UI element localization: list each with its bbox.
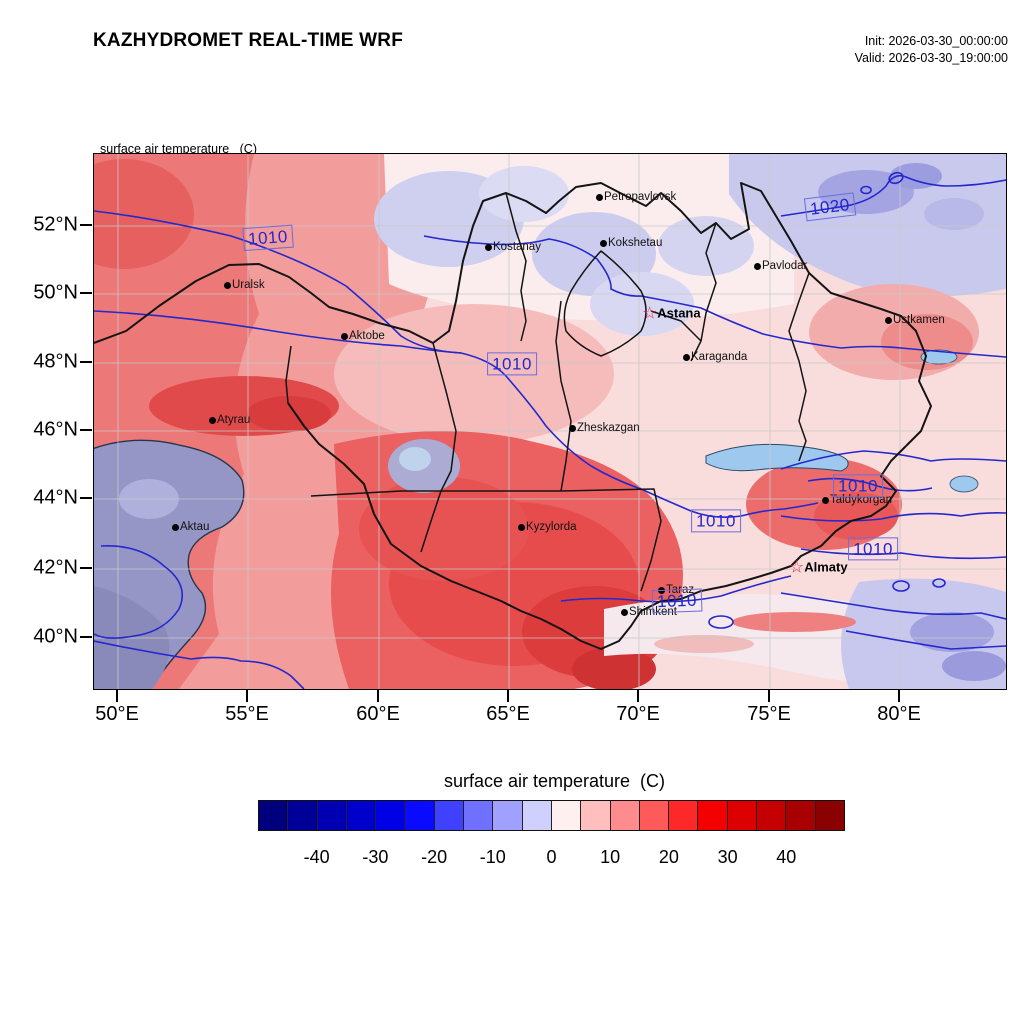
- lat-tick-label: 44°N: [33, 486, 78, 509]
- lon-tick-label: 70°E: [616, 703, 660, 725]
- water-bodies: [94, 349, 979, 689]
- lon-tick-mark: [246, 690, 248, 702]
- lat-tick-mark: [80, 292, 92, 294]
- lon-tick-mark: [377, 690, 379, 702]
- colorbar-tick-label: 40: [776, 847, 797, 867]
- lon-tick-mark: [898, 690, 900, 702]
- colorbar-tick-label: -10: [479, 847, 506, 867]
- lat-tick-mark: [80, 361, 92, 363]
- lat-tick-label: 48°N: [33, 350, 78, 373]
- lon-tick-label: 55°E: [225, 703, 269, 725]
- lat-tick-mark: [80, 567, 92, 569]
- lat-tick-label: 42°N: [33, 556, 78, 579]
- lake-balkhash: [705, 443, 849, 472]
- lon-tick-mark: [768, 690, 770, 702]
- country-border-north: [94, 182, 932, 447]
- run-timestamps: Init: 2026-03-30_00:00:00 Valid: 2026-03…: [855, 33, 1008, 67]
- lat-tick-mark: [80, 497, 92, 499]
- lake-alakol: [949, 475, 979, 493]
- lat-tick-mark: [80, 224, 92, 226]
- colorbar-cell: [610, 801, 640, 830]
- graticule: [94, 154, 1006, 689]
- lat-tick-label: 52°N: [33, 213, 78, 236]
- colorbar-cell: [317, 801, 347, 830]
- lon-tick-label: 50°E: [95, 703, 139, 725]
- colorbar-cell: [669, 801, 699, 830]
- colorbar-cell: [346, 801, 377, 830]
- colorbar-tick-label: 30: [717, 847, 738, 867]
- colorbar-cell: [288, 801, 318, 830]
- map-canvas: [93, 153, 1007, 690]
- colorbar-tick-label: -40: [303, 847, 330, 867]
- colorbar-cell: [727, 801, 758, 830]
- colorbar-cell: [522, 801, 552, 830]
- lat-tick-mark: [80, 636, 92, 638]
- temperature-field-label: surface air temperature (C): [100, 142, 257, 156]
- colorbar-tick-label: 0: [546, 847, 557, 867]
- colorbar-title: surface air temperature (C): [443, 771, 666, 791]
- lon-tick-label: 65°E: [486, 703, 530, 725]
- colorbar-cell: [639, 801, 670, 830]
- admin-borders: [94, 182, 932, 650]
- lon-tick-label: 75°E: [747, 703, 791, 725]
- colorbar-tick-label: -30: [362, 847, 389, 867]
- lon-tick-mark: [116, 690, 118, 702]
- lon-tick-label: 80°E: [877, 703, 921, 725]
- colorbar-tick-label: 20: [658, 847, 679, 867]
- valid-timestamp: Valid: 2026-03-30_19:00:00: [854, 50, 1008, 65]
- colorbar-cell: [434, 801, 465, 830]
- temperature-field: [94, 154, 1006, 689]
- temperature-pressure-map: [94, 154, 1006, 689]
- colorbar-cell: [757, 801, 787, 830]
- colorbar-cell: [405, 801, 435, 830]
- lake-zaysan: [920, 349, 958, 365]
- init-timestamp: Init: 2026-03-30_00:00:00: [864, 34, 1008, 48]
- page-title: KAZHYDROMET REAL-TIME WRF: [93, 30, 404, 51]
- country-border-south: [287, 402, 907, 650]
- lat-tick-mark: [80, 429, 92, 431]
- lat-tick-label: 46°N: [33, 418, 78, 441]
- colorbar-cell: [493, 801, 523, 830]
- colorbar: [258, 800, 845, 831]
- colorbar-cell: [464, 801, 494, 830]
- colorbar-cell: [815, 801, 844, 830]
- lon-tick-mark: [507, 690, 509, 702]
- lon-tick-label: 60°E: [356, 703, 400, 725]
- colorbar-tick-label: 10: [600, 847, 621, 867]
- colorbar-cell: [551, 801, 582, 830]
- lon-tick-mark: [637, 690, 639, 702]
- colorbar-cell: [259, 801, 289, 830]
- colorbar-tick-label: -20: [421, 847, 448, 867]
- lat-tick-label: 50°N: [33, 281, 78, 304]
- colorbar-cell: [581, 801, 611, 830]
- colorbar-cell: [698, 801, 728, 830]
- colorbar-cell: [786, 801, 816, 830]
- lat-tick-label: 40°N: [33, 625, 78, 648]
- colorbar-cell: [376, 801, 406, 830]
